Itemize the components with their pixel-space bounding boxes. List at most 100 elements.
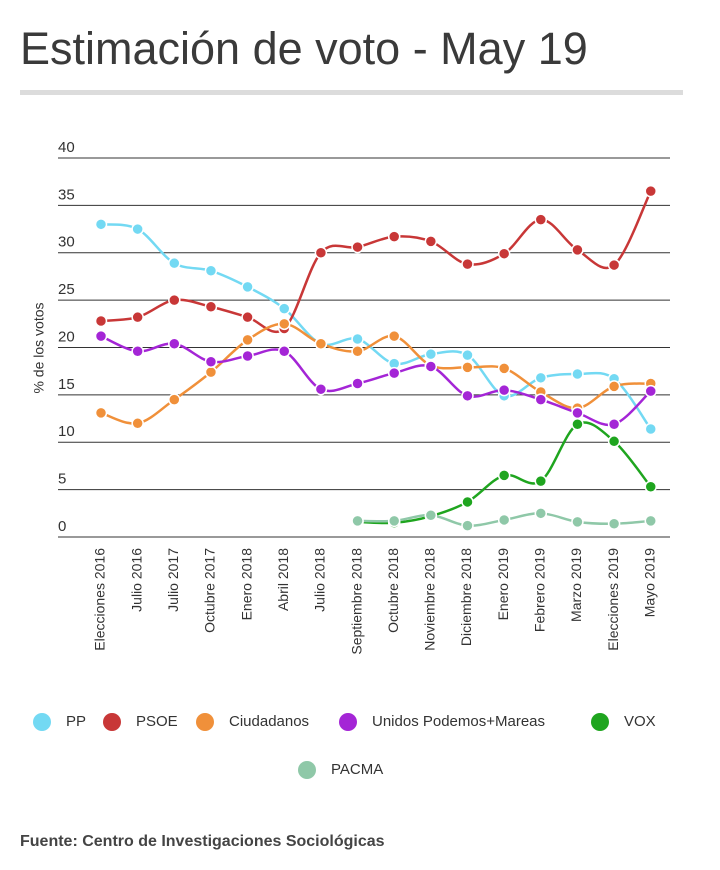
- data-point: [131, 417, 144, 430]
- x-tick-label: Octubre 2018: [385, 548, 401, 633]
- data-point: [607, 417, 621, 431]
- data-point: [571, 417, 584, 431]
- data-point: [278, 345, 291, 358]
- legend-label: Unidos Podemos+Mareas: [372, 713, 545, 730]
- y-tick-label: 0: [58, 518, 66, 535]
- data-point: [644, 184, 657, 198]
- data-point: [534, 371, 548, 385]
- data-point: [241, 280, 254, 294]
- series-line: [100, 190, 652, 334]
- chart-title: Estimación de voto - May 19: [20, 23, 588, 74]
- data-point: [168, 293, 181, 307]
- x-tick-label: Mayo 2019: [641, 548, 657, 617]
- data-point: [607, 258, 621, 272]
- data-point: [461, 257, 474, 271]
- series-line: [100, 223, 652, 430]
- data-point: [131, 345, 144, 358]
- data-point: [497, 247, 511, 260]
- data-point: [351, 377, 364, 390]
- data-point: [94, 218, 108, 231]
- legend-swatch: [103, 713, 121, 731]
- data-point: [278, 302, 291, 315]
- data-point: [497, 362, 511, 375]
- x-tick-label: Septiembre 2018: [348, 548, 364, 655]
- data-point: [387, 514, 401, 528]
- data-point: [204, 355, 218, 368]
- data-point: [644, 514, 657, 528]
- legend-swatch: [196, 713, 214, 731]
- data-point: [571, 243, 584, 257]
- data-point: [168, 256, 181, 270]
- data-point: [131, 310, 144, 324]
- data-point: [204, 264, 218, 278]
- series-line: [100, 334, 652, 427]
- legend-label: PSOE: [136, 713, 178, 730]
- x-tick-label: Elecciones 2019: [605, 548, 621, 651]
- data-point: [571, 406, 584, 420]
- x-tick-label: Elecciones 2016: [92, 548, 108, 651]
- data-point: [607, 517, 621, 530]
- data-point: [168, 393, 181, 406]
- legend-label: PP: [66, 713, 86, 730]
- data-point: [644, 384, 657, 398]
- x-tick-label: Abril 2018: [275, 548, 291, 611]
- x-tick-label: Enero 2018: [238, 548, 254, 621]
- y-tick-label: 15: [58, 376, 75, 393]
- data-point: [644, 480, 657, 494]
- y-tick-label: 40: [58, 139, 75, 156]
- data-point: [424, 347, 438, 361]
- data-point: [94, 314, 108, 328]
- data-point: [387, 230, 401, 243]
- data-point: [204, 365, 218, 379]
- x-tick-label: Marzo 2019: [568, 548, 584, 622]
- data-point: [607, 380, 621, 393]
- x-tick-label: Julio 2016: [128, 548, 144, 612]
- data-point: [351, 514, 364, 528]
- data-point: [497, 513, 511, 527]
- data-point: [131, 222, 144, 236]
- legend-swatch: [591, 713, 609, 731]
- data-point: [461, 519, 474, 532]
- data-point: [607, 435, 621, 448]
- legend-swatch: [298, 761, 316, 779]
- data-point: [461, 348, 474, 362]
- data-point: [461, 389, 474, 403]
- data-point: [94, 329, 108, 343]
- data-point: [534, 507, 548, 520]
- data-point: [351, 240, 364, 254]
- legend-label: Ciudadanos: [229, 713, 309, 730]
- data-point: [314, 382, 328, 396]
- y-tick-label: 10: [58, 423, 75, 440]
- data-point: [424, 235, 438, 248]
- x-tick-label: Diciembre 2018: [458, 548, 474, 646]
- legend-label: PACMA: [331, 761, 383, 778]
- data-point: [204, 300, 218, 314]
- legend-swatch: [339, 713, 357, 731]
- legend-label: VOX: [624, 713, 656, 730]
- legend-swatch: [33, 713, 51, 731]
- data-point: [168, 337, 181, 350]
- x-tick-label: Enero 2019: [495, 548, 511, 621]
- data-point: [571, 515, 584, 529]
- data-point: [534, 213, 548, 226]
- data-point: [424, 360, 438, 373]
- data-point: [461, 495, 474, 509]
- data-point: [387, 329, 401, 343]
- data-point: [534, 393, 548, 406]
- data-point: [424, 508, 438, 522]
- data-point: [497, 469, 511, 482]
- y-tick-label: 20: [58, 328, 75, 345]
- y-tick-label: 25: [58, 281, 75, 298]
- x-tick-label: Noviembre 2018: [422, 548, 438, 651]
- x-tick-label: Octubre 2017: [202, 548, 218, 633]
- data-point: [314, 246, 328, 259]
- data-point: [241, 349, 254, 363]
- data-point: [314, 337, 328, 350]
- x-tick-label: Julio 2017: [165, 548, 181, 612]
- data-point: [351, 332, 364, 346]
- y-tick-label: 35: [58, 186, 75, 203]
- title-rule: [20, 90, 683, 95]
- data-point: [497, 383, 511, 397]
- y-tick-label: 30: [58, 234, 75, 251]
